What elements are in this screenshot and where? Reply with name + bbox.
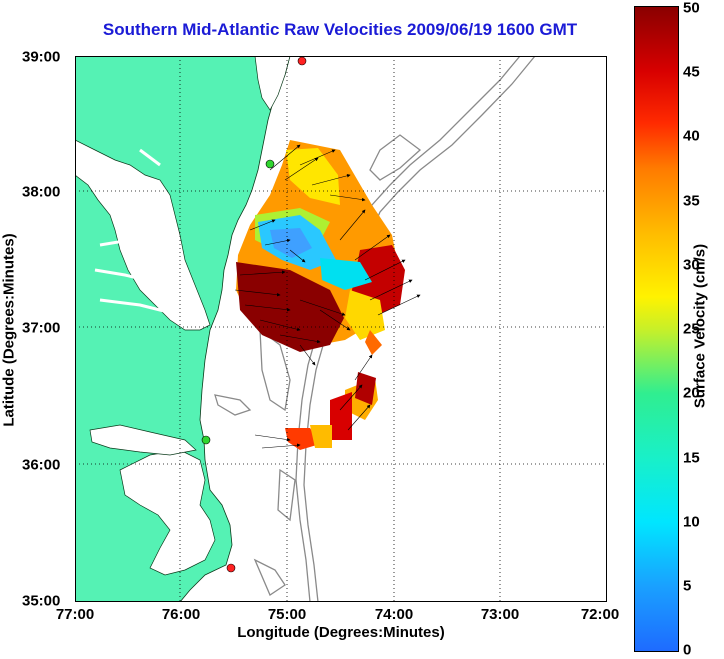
y-tick-label: 35:00 (22, 592, 61, 610)
station-marker[interactable] (297, 56, 307, 66)
x-tick-label: 75:00 (267, 606, 307, 623)
map-title: Southern Mid-Atlantic Raw Velocities 200… (102, 20, 578, 39)
colorbar-tick: 15 (683, 449, 700, 467)
chesapeake-bay (75, 139, 211, 331)
rivers (94, 148, 181, 317)
colorbar (634, 6, 679, 652)
delaware-bay (254, 56, 291, 111)
albemarle-sound (89, 424, 197, 456)
x-axis-label: Longitude (Degrees:Minutes) (237, 624, 445, 641)
velocity-arrows (234, 144, 421, 449)
colorbar-tick: 45 (683, 63, 700, 81)
y-tick-label: 37:00 (22, 319, 61, 337)
y-axis-label: Latitude (Degrees:Minutes) (0, 233, 18, 427)
colorbar-tick: 0 (683, 641, 692, 659)
station-marker[interactable] (201, 435, 211, 445)
x-tick-label: 73:00 (480, 606, 520, 623)
colorbar-tick: 35 (683, 192, 700, 210)
colorbar-tick: 30 (683, 256, 700, 274)
station-marker[interactable] (265, 159, 275, 169)
colorbar-tick: 20 (683, 384, 700, 402)
y-tick-label: 39:00 (22, 48, 61, 66)
velocity-field (236, 140, 405, 450)
map-frame (75, 56, 607, 602)
x-tick-label: 76:00 (161, 606, 201, 623)
x-tick-label: 77:00 (55, 606, 95, 623)
colorbar-tick: 10 (683, 513, 700, 531)
colorbar-tick: 25 (683, 320, 700, 338)
colorbar-tick: 5 (683, 577, 692, 595)
y-tick-label: 38:00 (22, 183, 61, 201)
station-marker[interactable] (226, 563, 236, 573)
colorbar-label: Surface Velocity (cm/s) (691, 243, 709, 409)
colorbar-tick: 50 (683, 0, 700, 17)
map-grid (75, 56, 607, 602)
y-tick-label: 36:00 (22, 456, 61, 474)
x-tick-label: 72:00 (580, 606, 620, 623)
x-tick-label: 74:00 (374, 606, 414, 623)
colorbar-tick: 40 (683, 127, 700, 145)
pamlico-sound (119, 449, 216, 576)
